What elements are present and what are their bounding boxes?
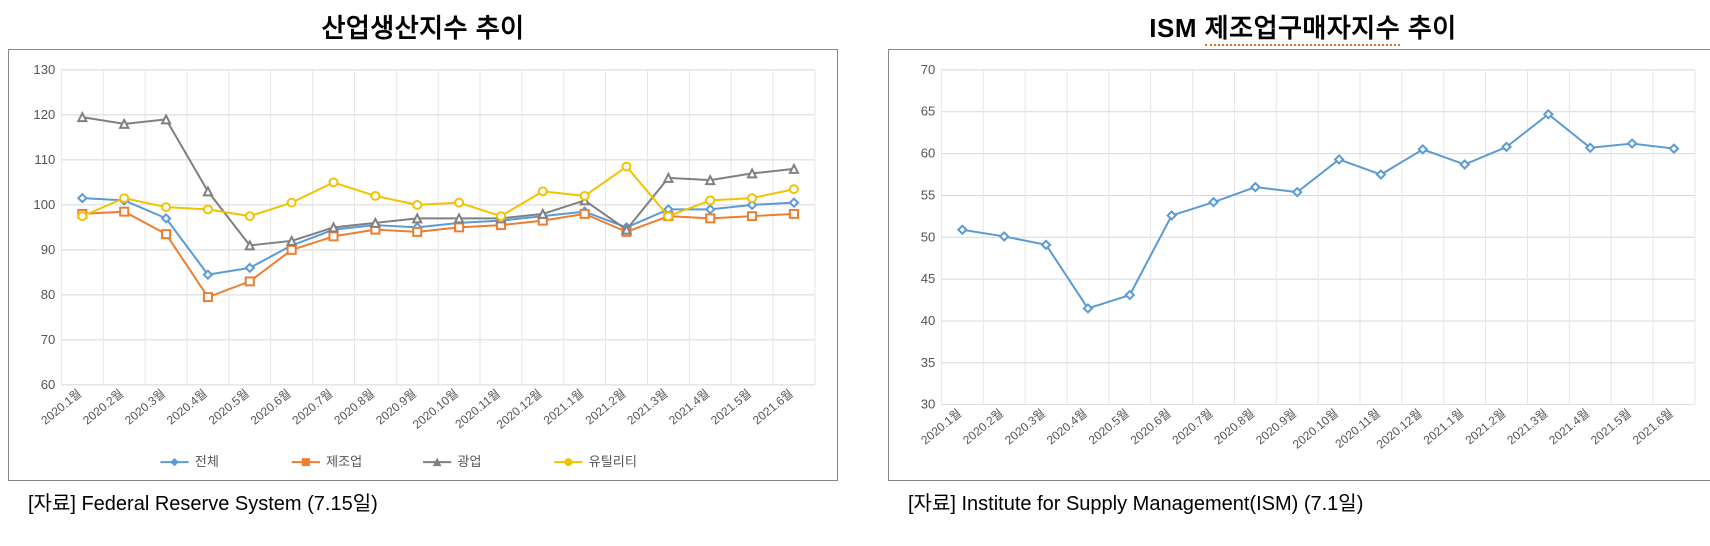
svg-text:70: 70	[41, 332, 56, 347]
svg-text:광업: 광업	[457, 454, 481, 469]
svg-text:2021.6월: 2021.6월	[1630, 406, 1676, 447]
svg-text:60: 60	[41, 377, 56, 392]
left-chart-box: 60 70 80 90 100 110 120 130 2020.1월2020.2월2020.3…	[8, 49, 838, 481]
svg-text:2020.10월: 2020.10월	[1290, 406, 1341, 451]
svg-text:2021.2월: 2021.2월	[582, 386, 628, 427]
svg-text:2020.12월: 2020.12월	[494, 386, 545, 431]
svg-text:2020.8월: 2020.8월	[331, 386, 377, 427]
right-title-spellword: 제조업구매자지수	[1205, 13, 1400, 46]
svg-text:2020.8월: 2020.8월	[1211, 406, 1257, 447]
left-chart-svg: 60 70 80 90 100 110 120 130 2020.1월2020.2월2020.3…	[19, 60, 827, 476]
svg-text:유틸리티: 유틸리티	[589, 454, 637, 469]
right-title-suffix: 추이	[1400, 13, 1457, 43]
svg-text:2020.10월: 2020.10월	[410, 386, 461, 431]
svg-text:2020.3월: 2020.3월	[122, 386, 168, 427]
svg-text:35: 35	[921, 355, 936, 370]
svg-text:55: 55	[921, 188, 936, 203]
svg-text:2021.4월: 2021.4월	[666, 386, 712, 427]
left-chart-title: 산업생산지수 추이	[8, 8, 838, 45]
svg-text:2020.6월: 2020.6월	[1128, 406, 1174, 447]
svg-text:65: 65	[921, 104, 936, 119]
svg-text:2020.12월: 2020.12월	[1374, 406, 1425, 451]
svg-text:30: 30	[921, 397, 936, 412]
svg-text:90: 90	[41, 242, 56, 257]
svg-text:2020.1월: 2020.1월	[918, 406, 964, 447]
svg-text:2020.5월: 2020.5월	[206, 386, 252, 427]
svg-text:50: 50	[921, 229, 936, 244]
svg-text:2020.6월: 2020.6월	[248, 386, 294, 427]
svg-text:전체: 전체	[195, 454, 219, 469]
svg-text:2021.1월: 2021.1월	[1421, 406, 1467, 447]
svg-text:2021.5월: 2021.5월	[708, 386, 754, 427]
svg-text:2020.4월: 2020.4월	[1044, 406, 1090, 447]
svg-text:120: 120	[33, 107, 55, 122]
svg-text:2021.6월: 2021.6월	[750, 386, 796, 427]
svg-text:2021.5월: 2021.5월	[1588, 406, 1634, 447]
svg-text:110: 110	[34, 152, 55, 167]
svg-text:40: 40	[921, 313, 936, 328]
svg-text:2020.3월: 2020.3월	[1002, 406, 1048, 447]
svg-text:60: 60	[921, 146, 936, 161]
svg-text:2020.7월: 2020.7월	[1169, 406, 1215, 447]
svg-text:2020.5월: 2020.5월	[1086, 406, 1132, 447]
svg-text:2021.4월: 2021.4월	[1546, 406, 1592, 447]
right-source: [자료] Institute for Supply Management(ISM…	[888, 487, 1710, 516]
left-source: [자료] Federal Reserve System (7.15일)	[8, 487, 838, 516]
svg-text:130: 130	[33, 62, 55, 77]
left-panel: 산업생산지수 추이 607080901001101201302020.1월202…	[8, 8, 838, 516]
svg-text:2020.7월: 2020.7월	[289, 386, 335, 427]
right-panel: ISM 제조업구매자지수 추이 30 35 40 45 50 55 60 65 70 2020.1…	[888, 8, 1710, 516]
svg-text:2021.3월: 2021.3월	[624, 386, 670, 427]
svg-text:2020.1월: 2020.1월	[38, 386, 84, 427]
svg-text:45: 45	[921, 271, 936, 286]
right-chart-box: 3035404550556065702020.1월2020.2월2020.3월2…	[888, 49, 1710, 481]
svg-text:제조업: 제조업	[326, 454, 362, 469]
right-chart-title: ISM 제조업구매자지수 추이	[888, 8, 1710, 45]
svg-text:70: 70	[921, 62, 936, 77]
svg-text:2021.1월: 2021.1월	[541, 386, 587, 427]
svg-text:2020.2월: 2020.2월	[960, 406, 1006, 447]
svg-text:2020.2월: 2020.2월	[80, 386, 126, 427]
svg-text:2021.3월: 2021.3월	[1504, 406, 1550, 447]
svg-text:2021.2월: 2021.2월	[1462, 406, 1508, 447]
right-title-prefix: ISM	[1149, 13, 1204, 43]
right-chart-svg: 3035404550556065702020.1월2020.2월2020.3월2…	[899, 60, 1707, 476]
charts-container: 산업생산지수 추이 607080901001101201302020.1월202…	[8, 8, 1710, 516]
svg-text:100: 100	[33, 197, 55, 212]
svg-text:2020.4월: 2020.4월	[164, 386, 210, 427]
svg-text:80: 80	[41, 287, 56, 302]
